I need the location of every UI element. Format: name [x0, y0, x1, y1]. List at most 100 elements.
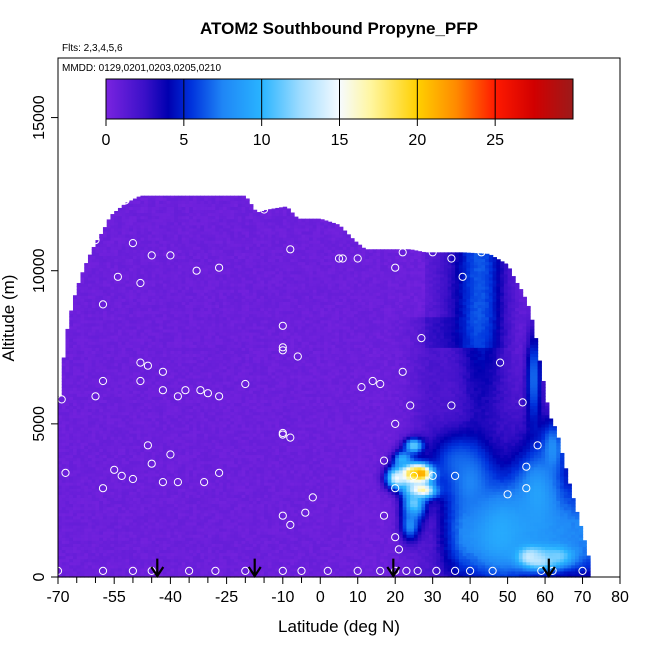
field-cell: [76, 322, 82, 327]
field-cell: [76, 573, 82, 578]
field-cell: [80, 292, 85, 296]
field-cell: [76, 521, 82, 526]
field-cell: [110, 258, 115, 263]
field-cell: [110, 298, 115, 302]
field-cell: [84, 524, 89, 529]
field-cell: [69, 411, 74, 416]
field-cell: [61, 436, 67, 440]
field-cell: [102, 276, 108, 281]
field-cell: [102, 429, 108, 434]
field-cell: [102, 270, 108, 275]
field-cell: [84, 531, 89, 535]
field-cell: [76, 301, 82, 305]
field-cell: [95, 509, 100, 514]
field-cell: [106, 482, 112, 486]
field-cell: [95, 335, 100, 339]
field-cell: [114, 344, 119, 348]
field-cell: [58, 457, 63, 462]
field-cell: [106, 475, 112, 480]
field-cell: [102, 399, 108, 404]
field-cell: [91, 295, 97, 299]
field-cell: [65, 356, 70, 361]
field-cell: [91, 359, 97, 364]
field-cell: [192, 195, 198, 198]
field-cell: [65, 491, 70, 495]
field-cell: [72, 506, 78, 511]
field-cell: [84, 264, 89, 269]
field-cell: [102, 301, 108, 305]
field-cell: [69, 457, 74, 462]
field-cell: [76, 371, 82, 376]
field-cell: [99, 570, 104, 575]
field-cell: [95, 414, 100, 419]
field-cell: [110, 500, 115, 505]
field-cell: [72, 518, 78, 523]
field-cell: [76, 289, 82, 293]
field-cell: [87, 298, 93, 302]
field-cell: [110, 570, 115, 575]
field-cell: [99, 439, 104, 443]
field-cell: [99, 313, 104, 318]
field-cell: [87, 500, 93, 505]
field-cell: [110, 255, 115, 260]
field-cell: [80, 552, 85, 557]
field-cell: [84, 540, 89, 544]
field-cell: [91, 377, 97, 382]
field-cell: [129, 200, 134, 204]
field-cell: [61, 384, 67, 388]
field-cell: [58, 469, 63, 474]
field-cell: [69, 322, 74, 327]
field-cell: [69, 319, 74, 324]
field-cell: [76, 359, 82, 364]
field-cell: [58, 555, 63, 560]
field-cell: [114, 552, 119, 557]
field-cell: [80, 396, 85, 400]
field-cell: [95, 570, 100, 575]
field-cell: [69, 463, 74, 468]
field-cell: [110, 503, 115, 508]
field-cell: [106, 335, 112, 339]
field-cell: [76, 500, 82, 505]
field-cell: [72, 445, 78, 449]
field-cell: [110, 469, 115, 474]
field-cell: [99, 371, 104, 376]
field-cell: [76, 313, 82, 318]
field-cell: [69, 546, 74, 551]
field-cell: [110, 396, 115, 400]
field-cell: [102, 509, 108, 514]
field-cell: [99, 338, 104, 342]
field-cell: [65, 454, 70, 459]
field-cell: [61, 524, 67, 529]
field-cell: [87, 408, 93, 413]
field-cell: [72, 567, 78, 572]
field-cell: [65, 426, 70, 431]
field-cell: [72, 319, 78, 324]
field-cell: [91, 488, 97, 492]
field-cell: [95, 319, 100, 324]
field-cell: [114, 328, 119, 333]
field-cell: [84, 497, 89, 502]
field-cell: [204, 195, 209, 198]
field-cell: [65, 344, 70, 348]
field-cell: [69, 384, 74, 388]
field-cell: [110, 472, 115, 477]
field-cell: [102, 347, 108, 351]
field-cell: [58, 429, 63, 434]
field-cell: [95, 246, 100, 250]
field-cell: [76, 482, 82, 486]
field-cell: [61, 420, 67, 425]
field-cell: [58, 463, 63, 468]
field-cell: [102, 243, 108, 247]
field-cell: [110, 310, 115, 315]
field-cell: [69, 402, 74, 407]
field-cell: [65, 399, 70, 404]
field-cell: [84, 475, 89, 480]
field-cell: [106, 564, 112, 569]
field-cell: [87, 295, 93, 299]
field-cell: [102, 338, 108, 342]
field-cell: [110, 331, 115, 336]
field-cell: [102, 292, 108, 296]
field-cell: [72, 475, 78, 480]
field-cell: [72, 463, 78, 468]
field-cell: [99, 521, 104, 526]
